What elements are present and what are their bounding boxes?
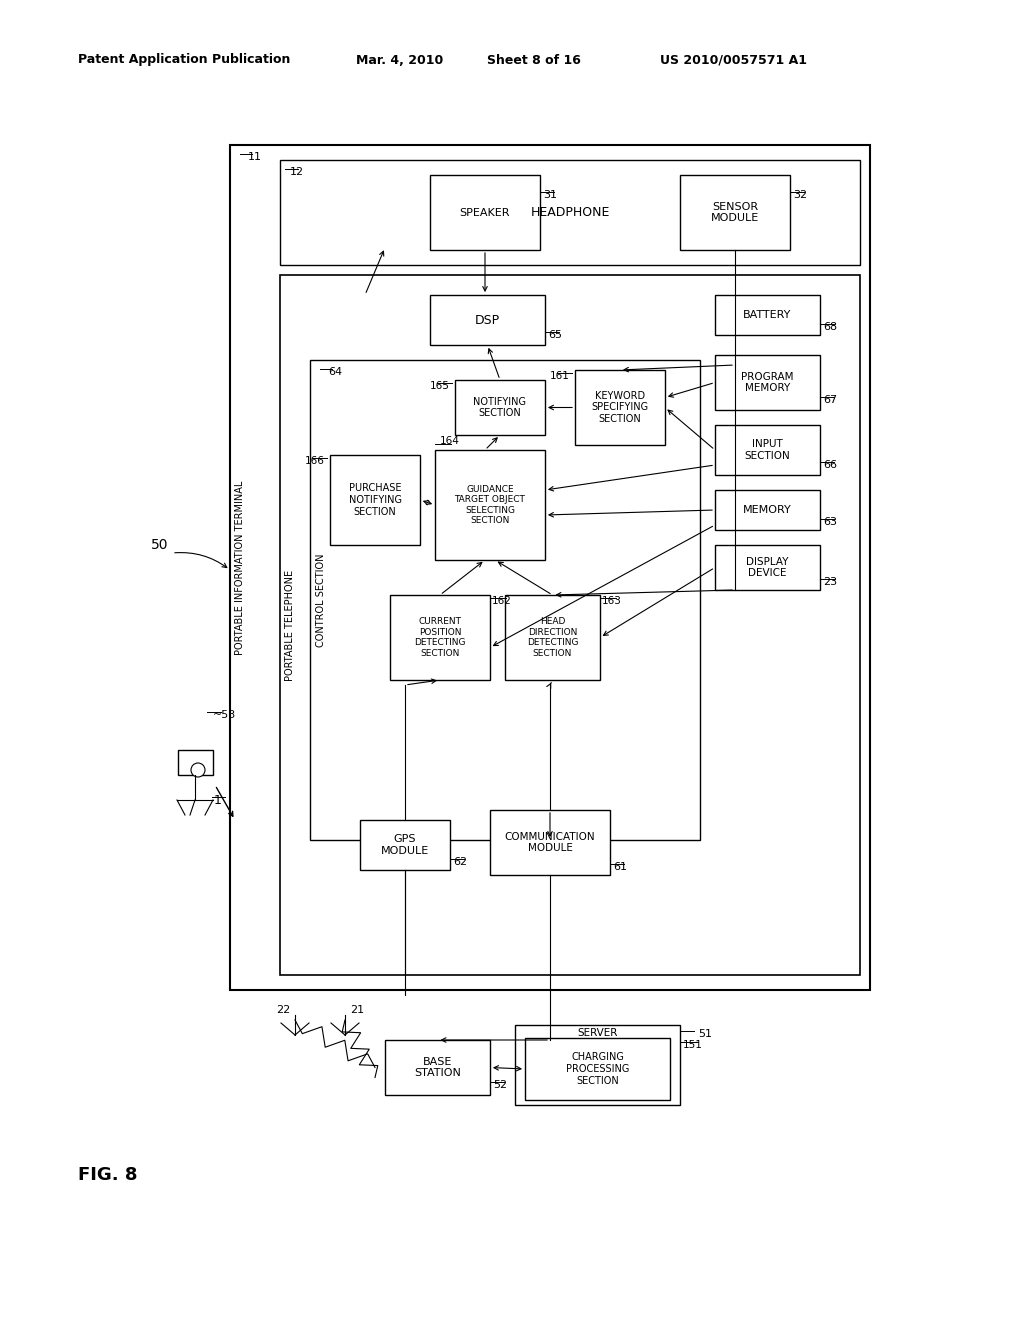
Text: CURRENT
POSITION
DETECTING
SECTION: CURRENT POSITION DETECTING SECTION bbox=[415, 618, 466, 657]
Text: 50: 50 bbox=[151, 539, 168, 552]
Text: SENSOR
MODULE: SENSOR MODULE bbox=[711, 202, 759, 223]
Bar bbox=[525, 1038, 670, 1100]
Text: 32: 32 bbox=[793, 190, 807, 201]
Text: CONTROL SECTION: CONTROL SECTION bbox=[316, 553, 326, 647]
Text: SERVER: SERVER bbox=[578, 1028, 617, 1038]
Text: 52: 52 bbox=[493, 1080, 507, 1090]
Bar bbox=[715, 294, 820, 335]
Text: ~53: ~53 bbox=[213, 710, 237, 719]
Text: FIG. 8: FIG. 8 bbox=[78, 1166, 137, 1184]
Text: 151: 151 bbox=[683, 1040, 702, 1049]
Text: HEAD
DIRECTION
DETECTING
SECTION: HEAD DIRECTION DETECTING SECTION bbox=[526, 618, 579, 657]
Text: DSP: DSP bbox=[475, 314, 500, 326]
Text: INPUT
SECTION: INPUT SECTION bbox=[744, 440, 791, 461]
Text: PORTABLE TELEPHONE: PORTABLE TELEPHONE bbox=[285, 569, 295, 681]
Text: 64: 64 bbox=[328, 367, 342, 378]
Bar bbox=[178, 750, 213, 775]
Bar bbox=[505, 595, 600, 680]
Text: 51: 51 bbox=[698, 1030, 712, 1039]
Bar bbox=[330, 455, 420, 545]
Text: GUIDANCE
TARGET OBJECT
SELECTING
SECTION: GUIDANCE TARGET OBJECT SELECTING SECTION bbox=[455, 484, 525, 525]
Text: 11: 11 bbox=[248, 152, 262, 162]
Bar bbox=[390, 595, 490, 680]
Text: 164: 164 bbox=[440, 436, 460, 446]
Text: 163: 163 bbox=[602, 597, 622, 606]
Text: HEADPHONE: HEADPHONE bbox=[530, 206, 609, 219]
Bar bbox=[680, 176, 790, 249]
Bar bbox=[715, 490, 820, 531]
Text: Patent Application Publication: Patent Application Publication bbox=[78, 54, 291, 66]
Bar bbox=[430, 294, 545, 345]
Text: 31: 31 bbox=[543, 190, 557, 201]
Text: 66: 66 bbox=[823, 459, 837, 470]
Text: 165: 165 bbox=[430, 381, 450, 391]
Bar bbox=[490, 810, 610, 875]
Text: SPEAKER: SPEAKER bbox=[460, 207, 510, 218]
Bar bbox=[715, 355, 820, 411]
Text: 62: 62 bbox=[453, 857, 467, 867]
Bar bbox=[455, 380, 545, 436]
Text: 67: 67 bbox=[823, 395, 838, 405]
Text: PURCHASE
NOTIFYING
SECTION: PURCHASE NOTIFYING SECTION bbox=[348, 483, 401, 516]
Bar bbox=[435, 450, 545, 560]
Bar bbox=[715, 545, 820, 590]
Text: DISPLAY
DEVICE: DISPLAY DEVICE bbox=[746, 557, 788, 578]
Text: PORTABLE INFORMATION TERMINAL: PORTABLE INFORMATION TERMINAL bbox=[234, 480, 245, 655]
Text: 161: 161 bbox=[550, 371, 570, 381]
Bar bbox=[360, 820, 450, 870]
Text: 1: 1 bbox=[214, 793, 222, 807]
Text: 162: 162 bbox=[492, 597, 512, 606]
Circle shape bbox=[191, 763, 205, 777]
Text: KEYWORD
SPECIFYING
SECTION: KEYWORD SPECIFYING SECTION bbox=[592, 391, 648, 424]
Text: MEMORY: MEMORY bbox=[743, 506, 792, 515]
Text: 65: 65 bbox=[548, 330, 562, 341]
Bar bbox=[280, 275, 860, 975]
Bar bbox=[385, 1040, 490, 1096]
Bar bbox=[575, 370, 665, 445]
Bar bbox=[515, 1026, 680, 1105]
Text: 63: 63 bbox=[823, 517, 837, 527]
Bar bbox=[715, 425, 820, 475]
Bar bbox=[310, 360, 700, 840]
Text: 23: 23 bbox=[823, 577, 838, 587]
Text: Sheet 8 of 16: Sheet 8 of 16 bbox=[487, 54, 581, 66]
Text: 61: 61 bbox=[613, 862, 627, 873]
Text: 22: 22 bbox=[275, 1005, 290, 1015]
Text: BATTERY: BATTERY bbox=[743, 310, 792, 319]
Text: US 2010/0057571 A1: US 2010/0057571 A1 bbox=[660, 54, 807, 66]
Text: Mar. 4, 2010: Mar. 4, 2010 bbox=[356, 54, 443, 66]
Text: 12: 12 bbox=[290, 168, 304, 177]
Text: NOTIFYING
SECTION: NOTIFYING SECTION bbox=[473, 397, 526, 418]
Text: 166: 166 bbox=[305, 455, 325, 466]
Text: CHARGING
PROCESSING
SECTION: CHARGING PROCESSING SECTION bbox=[566, 1052, 629, 1085]
Bar bbox=[230, 145, 870, 990]
Text: BASE
STATION: BASE STATION bbox=[414, 1057, 461, 1078]
Text: 68: 68 bbox=[823, 322, 838, 333]
Text: 21: 21 bbox=[350, 1005, 365, 1015]
Bar bbox=[280, 160, 860, 265]
Bar bbox=[430, 176, 540, 249]
Text: GPS
MODULE: GPS MODULE bbox=[381, 834, 429, 855]
Text: COMMUNICATION
MODULE: COMMUNICATION MODULE bbox=[505, 832, 595, 853]
Text: PROGRAM
MEMORY: PROGRAM MEMORY bbox=[741, 372, 794, 393]
